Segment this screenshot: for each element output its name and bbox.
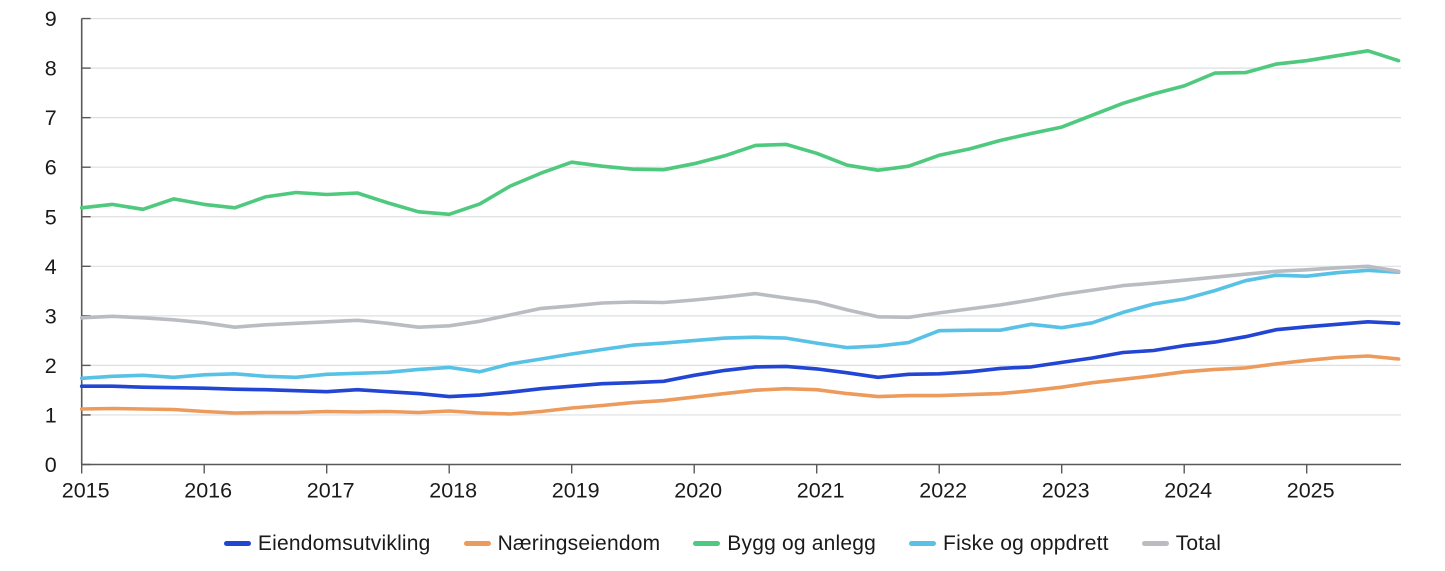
chart-plot-area: 0 1 2 3 4 5 6 7 8 9 2015 2016 2017 2018 2019 2020 2021 20… <box>45 7 1401 503</box>
y-axis-label: 3 <box>45 304 57 328</box>
legend-label-bygg-og-anlegg: Bygg og anlegg <box>727 531 877 555</box>
legend-item-bygg-og-anlegg: Bygg og anlegg <box>693 533 876 554</box>
y-axis-label: 0 <box>45 453 57 477</box>
x-axis-label: 2019 <box>552 479 600 503</box>
y-axis-label: 8 <box>45 57 57 81</box>
series-line-4 <box>79 268 1401 381</box>
legend-item-eiendomsutvikling: Eiendomsutvikling <box>223 531 431 555</box>
y-axis-label: 9 <box>45 7 57 31</box>
y-axis-label: 6 <box>45 156 57 180</box>
x-axis-label: 2016 <box>184 479 232 503</box>
chart-legend: Eiendomsutvikling Næringseiendom Bygg og… <box>0 528 1445 558</box>
x-axis-label: 2021 <box>797 479 845 503</box>
series-line-5 <box>79 264 1401 330</box>
legend-swatch-naeringseiendom <box>463 540 491 546</box>
legend-item-fiske-og-oppdrett: Fiske og oppdrett <box>909 533 1109 554</box>
legend-swatch-total <box>1141 540 1169 546</box>
legend-swatch-eiendomsutvikling <box>223 540 251 546</box>
x-axis-label: 2022 <box>919 479 967 503</box>
x-axis-label: 2015 <box>62 479 110 503</box>
series-line-2 <box>79 354 1401 416</box>
legend-swatch-fiske-og-oppdrett <box>909 540 937 546</box>
legend-item-total: Total <box>1141 531 1222 555</box>
series-line-1 <box>79 319 1401 399</box>
y-axis-label: 7 <box>45 106 57 130</box>
x-axis-label: 2024 <box>1164 479 1212 503</box>
y-axis-label: 5 <box>45 205 57 229</box>
x-axis-label: 2023 <box>1042 479 1090 503</box>
legend-item-naeringseiendom: Næringseiendom <box>463 531 661 555</box>
series-line-3 <box>79 48 1401 217</box>
y-axis-label: 1 <box>45 403 57 427</box>
y-axis-label: 2 <box>45 354 57 378</box>
legend-label-total: Total <box>1175 531 1222 555</box>
legend-label-naeringseiendom: Næringseiendom <box>497 531 661 555</box>
x-axis-label: 2017 <box>307 479 355 503</box>
y-axis-label: 4 <box>45 255 57 279</box>
legend-label-fiske-og-oppdrett: Fiske og oppdrett <box>943 531 1109 555</box>
legend-swatch-bygg-og-anlegg <box>693 540 721 546</box>
x-axis-label: 2025 <box>1287 479 1335 503</box>
x-axis-label: 2020 <box>674 479 722 503</box>
x-axis-label: 2018 <box>429 479 477 503</box>
legend-label-eiendomsutvikling: Eiendomsutvikling <box>257 531 431 555</box>
